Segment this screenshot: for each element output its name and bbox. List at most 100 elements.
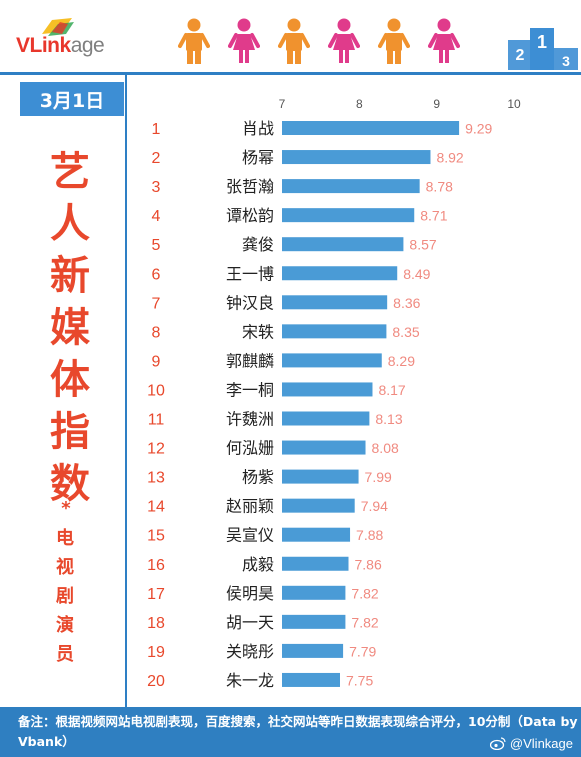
subtitle-char: 演 — [56, 615, 74, 636]
bar — [282, 237, 404, 252]
name-label: 谭松韵 — [226, 206, 274, 225]
title-char: 指 — [50, 409, 90, 455]
value-label: 8.92 — [436, 150, 463, 166]
bar — [282, 121, 460, 135]
name-label: 钟汉良 — [226, 293, 274, 312]
rank-label: 11 — [148, 412, 165, 429]
rank-label: 4 — [152, 208, 161, 225]
logo-main-text: VLink — [16, 34, 71, 57]
value-label: 7.79 — [349, 643, 376, 659]
x-tick-label: 8 — [356, 97, 363, 111]
title-char: 艺 — [50, 149, 90, 195]
bar — [282, 614, 346, 629]
name-label: 张哲瀚 — [226, 177, 274, 196]
bar — [282, 208, 415, 223]
value-label: 8.36 — [393, 295, 420, 311]
bar — [282, 643, 344, 658]
name-label: 朱一龙 — [226, 671, 274, 690]
female-person-icon — [428, 18, 460, 70]
name-label: 胡一天 — [226, 613, 274, 632]
bar — [282, 672, 340, 687]
value-label: 8.35 — [392, 324, 419, 340]
x-tick-label: 9 — [433, 97, 440, 111]
bar — [282, 527, 351, 542]
rank-label: 15 — [147, 528, 165, 545]
female-person-icon — [228, 18, 260, 70]
title-char: 新 — [50, 253, 90, 299]
subtitle-char: 剧 — [56, 586, 74, 607]
rank-label: 13 — [147, 470, 165, 487]
bar — [282, 179, 420, 194]
name-label: 赵丽颖 — [226, 497, 274, 516]
footer: 备注：根据视频网站电视剧表现，百度搜索，社交网站等昨日数据表现综合评分，10分制… — [0, 707, 581, 757]
podium-digit-2: 2 — [516, 47, 525, 64]
name-label: 肖战 — [242, 119, 274, 138]
name-label: 关晓彤 — [226, 642, 274, 661]
name-label: 宋轶 — [242, 322, 274, 341]
value-label: 8.17 — [378, 382, 405, 398]
logo-suffix-text: age — [70, 34, 105, 57]
podium-icon: 1 2 3 — [508, 28, 578, 70]
value-label: 7.86 — [355, 556, 382, 572]
name-label: 吴宣仪 — [226, 526, 274, 545]
vlinkage-logo: VLinkage — [16, 18, 126, 58]
bar — [282, 556, 349, 571]
title-char: 数 — [50, 461, 90, 507]
value-label: 8.78 — [426, 179, 453, 195]
name-label: 郭麒麟 — [226, 351, 274, 370]
rank-label: 5 — [152, 237, 161, 254]
rank-label: 2 — [152, 150, 161, 167]
subtitle-char: 员 — [56, 644, 74, 665]
bar — [282, 498, 355, 513]
name-label: 何泓姗 — [226, 439, 274, 458]
bar — [282, 150, 431, 165]
name-label: 龚俊 — [242, 235, 274, 254]
value-label: 8.08 — [372, 440, 399, 456]
name-label: 侯明昊 — [226, 584, 274, 603]
rank-label: 7 — [152, 295, 161, 312]
header-divider — [0, 72, 581, 75]
weibo-handle[interactable]: @Vlinkage — [489, 736, 573, 751]
name-label: 王一博 — [226, 264, 274, 283]
value-label: 7.99 — [365, 469, 392, 485]
male-person-icon — [278, 18, 310, 70]
subtitle-char: 视 — [56, 557, 74, 578]
value-label: 8.29 — [388, 353, 415, 369]
rank-label: 8 — [152, 324, 161, 341]
bar — [282, 411, 370, 426]
vertical-subtitle: 电 视 剧 演 员 — [50, 524, 80, 669]
rank-label: 16 — [147, 557, 165, 574]
footer-note: 备注：根据视频网站电视剧表现，百度搜索，社交网站等昨日数据表现综合评分，10分制… — [18, 714, 578, 749]
name-label: 成毅 — [242, 555, 274, 574]
bar — [282, 266, 398, 281]
bar — [282, 585, 346, 600]
value-label: 8.49 — [403, 266, 430, 282]
bar — [282, 469, 359, 484]
female-person-icon — [328, 18, 360, 70]
side-divider — [125, 75, 127, 707]
ranking-bar-chart: 7 8 9 10 1 肖战 9.29 2 杨幂 8.92 3 张哲瀚 8.78 4 谭松韵 8.71 5 龚俊 8.… — [147, 97, 521, 690]
value-label: 7.82 — [351, 585, 378, 601]
date-label: 3月1日 — [20, 82, 124, 116]
rank-label: 18 — [147, 615, 165, 632]
rank-label: 1 — [152, 121, 161, 138]
male-person-icon — [178, 18, 210, 70]
rank-label: 3 — [152, 179, 161, 196]
rank-label: 17 — [147, 586, 165, 603]
rank-label: 10 — [147, 382, 165, 399]
bar — [282, 324, 387, 339]
value-label: 9.29 — [465, 121, 492, 137]
logo-ribbon-icon — [42, 18, 74, 36]
rank-label: 12 — [147, 441, 165, 458]
rank-label: 14 — [147, 499, 165, 516]
logo-text: VLinkage — [16, 34, 105, 58]
x-tick-label: 10 — [507, 97, 521, 111]
value-label: 7.94 — [361, 498, 388, 514]
x-tick-label: 7 — [279, 97, 286, 111]
name-label: 杨紫 — [242, 468, 274, 487]
title-char: 体 — [50, 357, 90, 403]
value-label: 8.13 — [375, 411, 402, 427]
value-label: 8.57 — [409, 237, 436, 253]
title-asterisk: * — [61, 498, 71, 519]
bar — [282, 353, 382, 368]
